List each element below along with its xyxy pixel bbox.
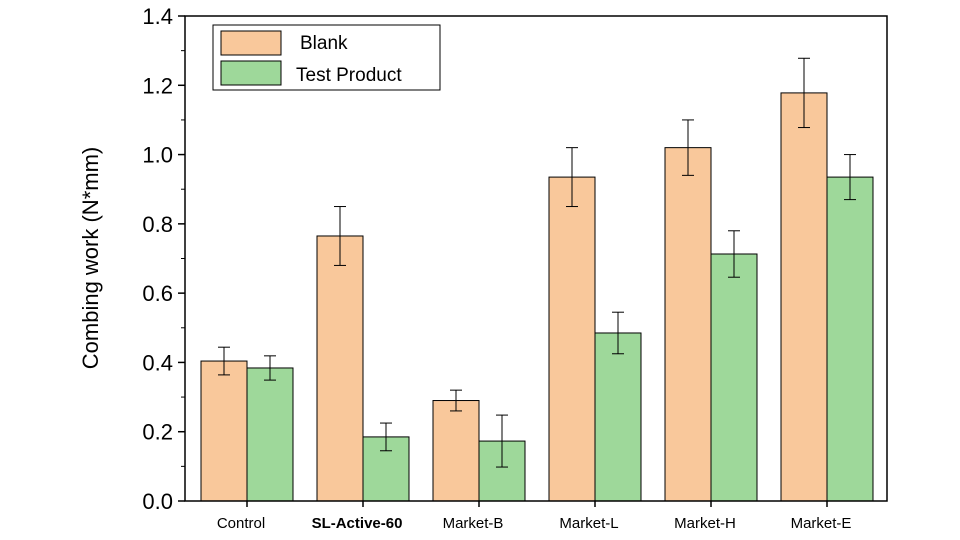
x-tick-label: Market-B [443,515,504,532]
bar-blank [200,360,248,502]
legend-swatch-blank [220,30,282,56]
bars-layer [200,57,874,502]
bar-test-product [710,253,758,502]
y-tick-label: 1.2 [142,73,173,98]
y-tick-label: 0.0 [142,489,173,514]
bar-test-product [246,367,294,502]
bar-blank [548,176,596,502]
bar-blank [780,92,828,502]
bar-test-product [826,176,874,502]
y-tick-label: 0.8 [142,212,173,237]
legend-label-blank: Blank [300,33,348,54]
y-axis: 0.0 0.2 0.4 0.6 0.8 1.0 1.2 1.4 [142,4,185,514]
legend-label-test-product: Test Product [296,65,402,86]
y-tick-label: 0.4 [142,350,173,375]
x-tick-label: Control [217,515,265,532]
x-tick-label: SL-Active-60 [312,515,403,532]
y-tick-label: 0.2 [142,420,173,445]
legend-swatch-test-product [220,60,282,86]
x-tick-label: Market-E [791,515,852,532]
x-axis: Control SL-Active-60 Market-B Market-L Marke… [217,501,852,532]
legend: Blank Test Product [212,24,441,91]
y-tick-label: 1.0 [142,143,173,168]
bar-blank [664,147,712,502]
y-tick-label: 0.6 [142,281,173,306]
y-axis-label: Combing work (N*mm) [78,147,103,369]
x-tick-label: Market-H [674,515,736,532]
bar-blank [432,400,480,502]
y-tick-label: 1.4 [142,4,173,29]
bar-test-product [594,332,642,502]
x-tick-label: Market-L [559,515,618,532]
bar-blank [316,235,364,502]
